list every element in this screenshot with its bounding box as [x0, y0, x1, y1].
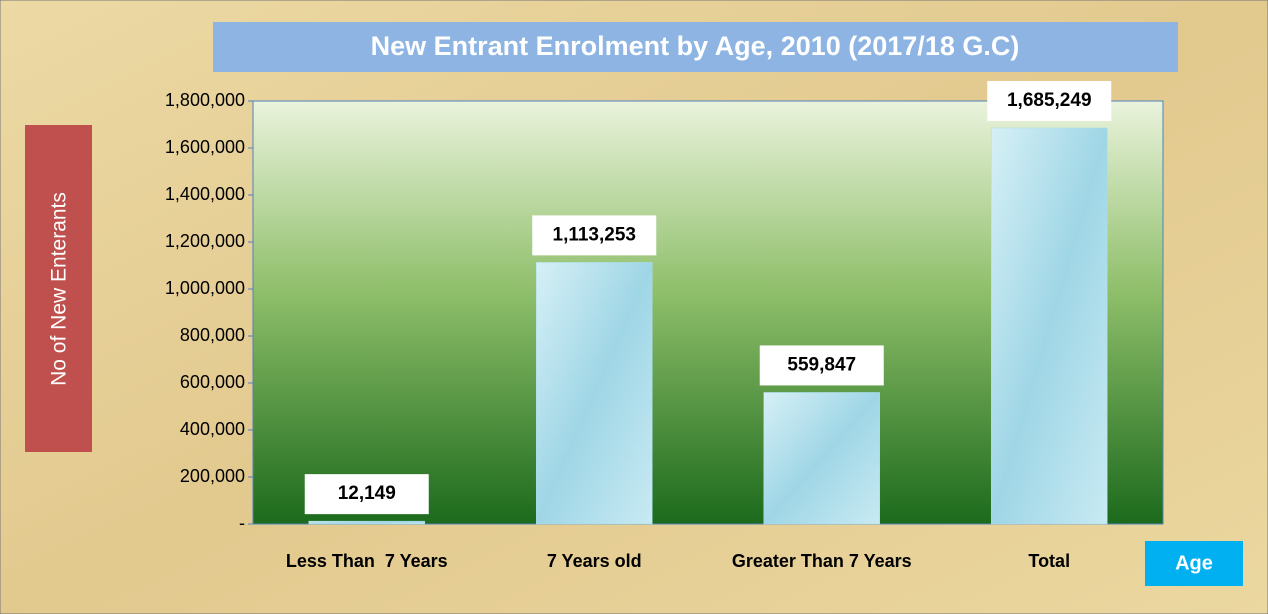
value-label: 1,685,249: [1007, 90, 1092, 111]
value-label: 12,149: [338, 483, 396, 504]
x-tick-label: Total: [1028, 551, 1071, 571]
bar: [763, 392, 881, 525]
x-tick-label: Greater Than 7 Years: [731, 551, 912, 571]
bar: [990, 127, 1108, 525]
y-tick-label: 600,000: [180, 372, 245, 392]
y-tick-label: 400,000: [180, 419, 245, 439]
value-label-box: [987, 80, 1112, 121]
value-label: 559,847: [787, 354, 856, 375]
chart-title: New Entrant Enrolment by Age, 2010 (2017…: [371, 31, 1020, 61]
y-tick-label: 1,200,000: [165, 231, 245, 251]
x-label-box: [1145, 541, 1243, 586]
bar: [308, 520, 426, 525]
y-tick-label: 200,000: [180, 466, 245, 486]
y-tick-label: -: [239, 513, 245, 533]
y-label-box: [25, 125, 92, 452]
title-box: [213, 22, 1178, 72]
y-tick-label: 1,800,000: [165, 90, 245, 110]
y-tick-label: 1,400,000: [165, 184, 245, 204]
bar: [535, 262, 653, 525]
x-axis-label: Age: [1175, 552, 1213, 574]
x-tick-label: Less Than 7 Years: [285, 551, 448, 571]
y-axis-label: No of New Enterants: [48, 192, 71, 386]
y-tick-label: 1,000,000: [165, 278, 245, 298]
value-label-box: [532, 215, 657, 256]
y-tick-label: 1,600,000: [165, 137, 245, 157]
value-label-box: [759, 345, 884, 386]
value-label-box: [304, 474, 429, 515]
x-tick-label: 7 Years old: [546, 551, 642, 571]
value-label: 1,113,253: [553, 224, 636, 245]
y-tick-label: 800,000: [180, 325, 245, 345]
